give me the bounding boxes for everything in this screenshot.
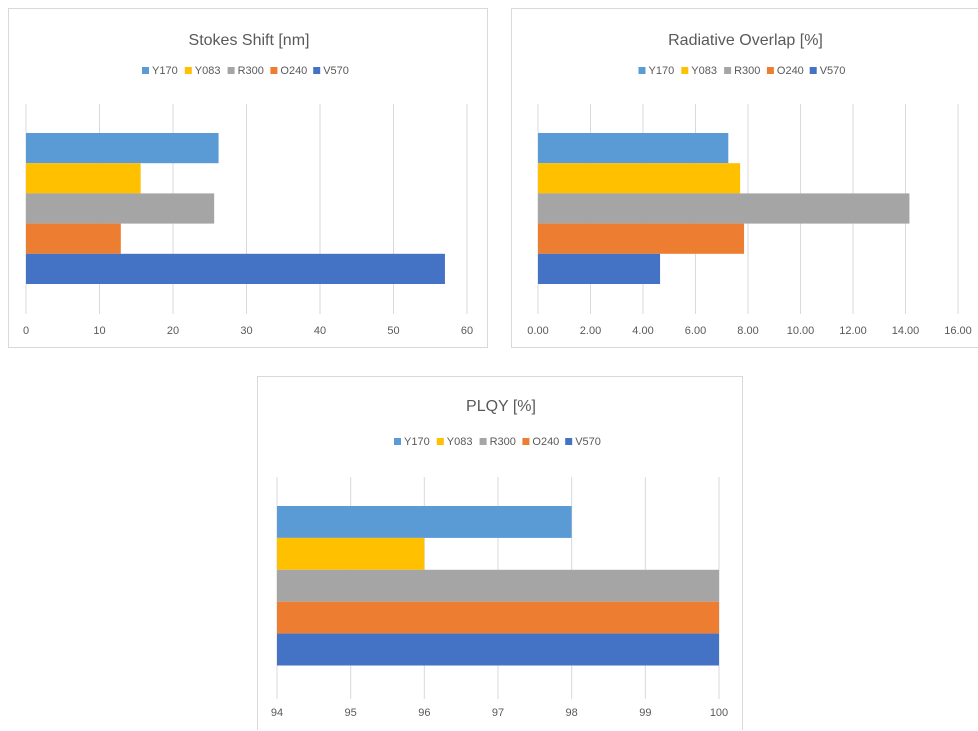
- x-tick-label: 99: [639, 707, 651, 719]
- legend-label: Y170: [649, 65, 675, 77]
- legend-label: Y083: [447, 436, 473, 448]
- bar-y170: [26, 133, 219, 164]
- bar-y170: [277, 506, 572, 538]
- x-tick-label: 0: [23, 325, 29, 337]
- legend-swatch: [638, 67, 646, 74]
- bar-o240: [26, 223, 121, 254]
- bar-v570: [538, 253, 661, 284]
- plqy-chart: PLQY [%] Y170 Y083 R300 O240 V570 94 95 96 97 98 99…: [257, 376, 743, 730]
- legend-label: R300: [238, 65, 264, 77]
- x-tick-label: 100: [710, 707, 728, 719]
- legend-label: Y170: [404, 436, 430, 448]
- x-tick-label: 16.00: [944, 325, 972, 337]
- bar-y083: [26, 163, 141, 194]
- bar-v570: [26, 253, 445, 284]
- plqy-svg: PLQY [%] Y170 Y083 R300 O240 V570 94 95 96 97 98 99…: [271, 398, 728, 719]
- x-tick-label: 50: [387, 325, 399, 337]
- x-tick-label: 95: [345, 707, 357, 719]
- legend-label: Y170: [152, 65, 178, 77]
- x-tick-label: 0.00: [527, 325, 548, 337]
- legend-label: O240: [280, 65, 307, 77]
- chart-title: Radiative Overlap [%]: [668, 32, 823, 49]
- bar-o240: [538, 223, 745, 254]
- x-tick-label: 8.00: [737, 325, 758, 337]
- legend-swatch: [227, 67, 235, 74]
- x-tick-label: 30: [240, 325, 252, 337]
- x-tick-label: 20: [167, 325, 179, 337]
- x-tick-label: 94: [271, 707, 283, 719]
- legend-label: Y083: [691, 65, 717, 77]
- stokes-shift-chart: Stokes Shift [nm] Y170 Y083 R300 O240 V570 0 10…: [8, 8, 488, 348]
- legend-swatch: [681, 67, 689, 74]
- bar-y170: [538, 133, 729, 164]
- bar-r300: [277, 569, 719, 602]
- stokes-shift-svg: Stokes Shift [nm] Y170 Y083 R300 O240 V570 0 10…: [23, 32, 473, 337]
- legend-label: R300: [490, 436, 516, 448]
- legend-label: V570: [575, 436, 601, 448]
- radiative-overlap-chart: Radiative Overlap [%] Y170 Y083 R300 O240 V57…: [511, 8, 978, 348]
- legend-swatch: [766, 67, 774, 74]
- x-tick-label: 10: [93, 325, 105, 337]
- legend-label: O240: [777, 65, 804, 77]
- x-tick-label: 98: [566, 707, 578, 719]
- x-tick-label: 6.00: [685, 325, 706, 337]
- legend-swatch: [809, 67, 817, 74]
- bar-o240: [277, 601, 719, 634]
- legend-swatch: [522, 438, 530, 445]
- legend-swatch: [724, 67, 732, 74]
- x-tick-label: 12.00: [839, 325, 867, 337]
- legend-label: V570: [323, 65, 349, 77]
- legend-swatch: [313, 67, 321, 74]
- radiative-overlap-svg: Radiative Overlap [%] Y170 Y083 R300 O240 V57…: [527, 32, 972, 337]
- legend-swatch: [479, 438, 487, 445]
- bar-r300: [538, 193, 910, 224]
- bar-r300: [26, 193, 215, 224]
- legend-swatch: [436, 438, 444, 445]
- legend-label: R300: [734, 65, 760, 77]
- legend-swatch: [394, 438, 401, 445]
- x-tick-label: 97: [492, 707, 504, 719]
- x-tick-label: 96: [418, 707, 430, 719]
- legend-swatch: [142, 67, 149, 74]
- x-tick-label: 40: [314, 325, 326, 337]
- chart-title: PLQY [%]: [466, 398, 536, 415]
- legend-swatch: [184, 67, 192, 74]
- chart-title: Stokes Shift [nm]: [189, 32, 310, 49]
- legend-label: Y083: [195, 65, 221, 77]
- x-tick-label: 4.00: [632, 325, 653, 337]
- x-tick-label: 2.00: [580, 325, 601, 337]
- bar-y083: [538, 163, 741, 194]
- legend-label: V570: [820, 65, 846, 77]
- x-tick-label: 14.00: [892, 325, 920, 337]
- legend-label: O240: [532, 436, 559, 448]
- x-tick-label: 60: [461, 325, 473, 337]
- bar-y083: [277, 537, 425, 570]
- bar-v570: [277, 633, 719, 666]
- legend-swatch: [270, 67, 278, 74]
- x-tick-label: 10.00: [787, 325, 815, 337]
- legend-swatch: [565, 438, 573, 445]
